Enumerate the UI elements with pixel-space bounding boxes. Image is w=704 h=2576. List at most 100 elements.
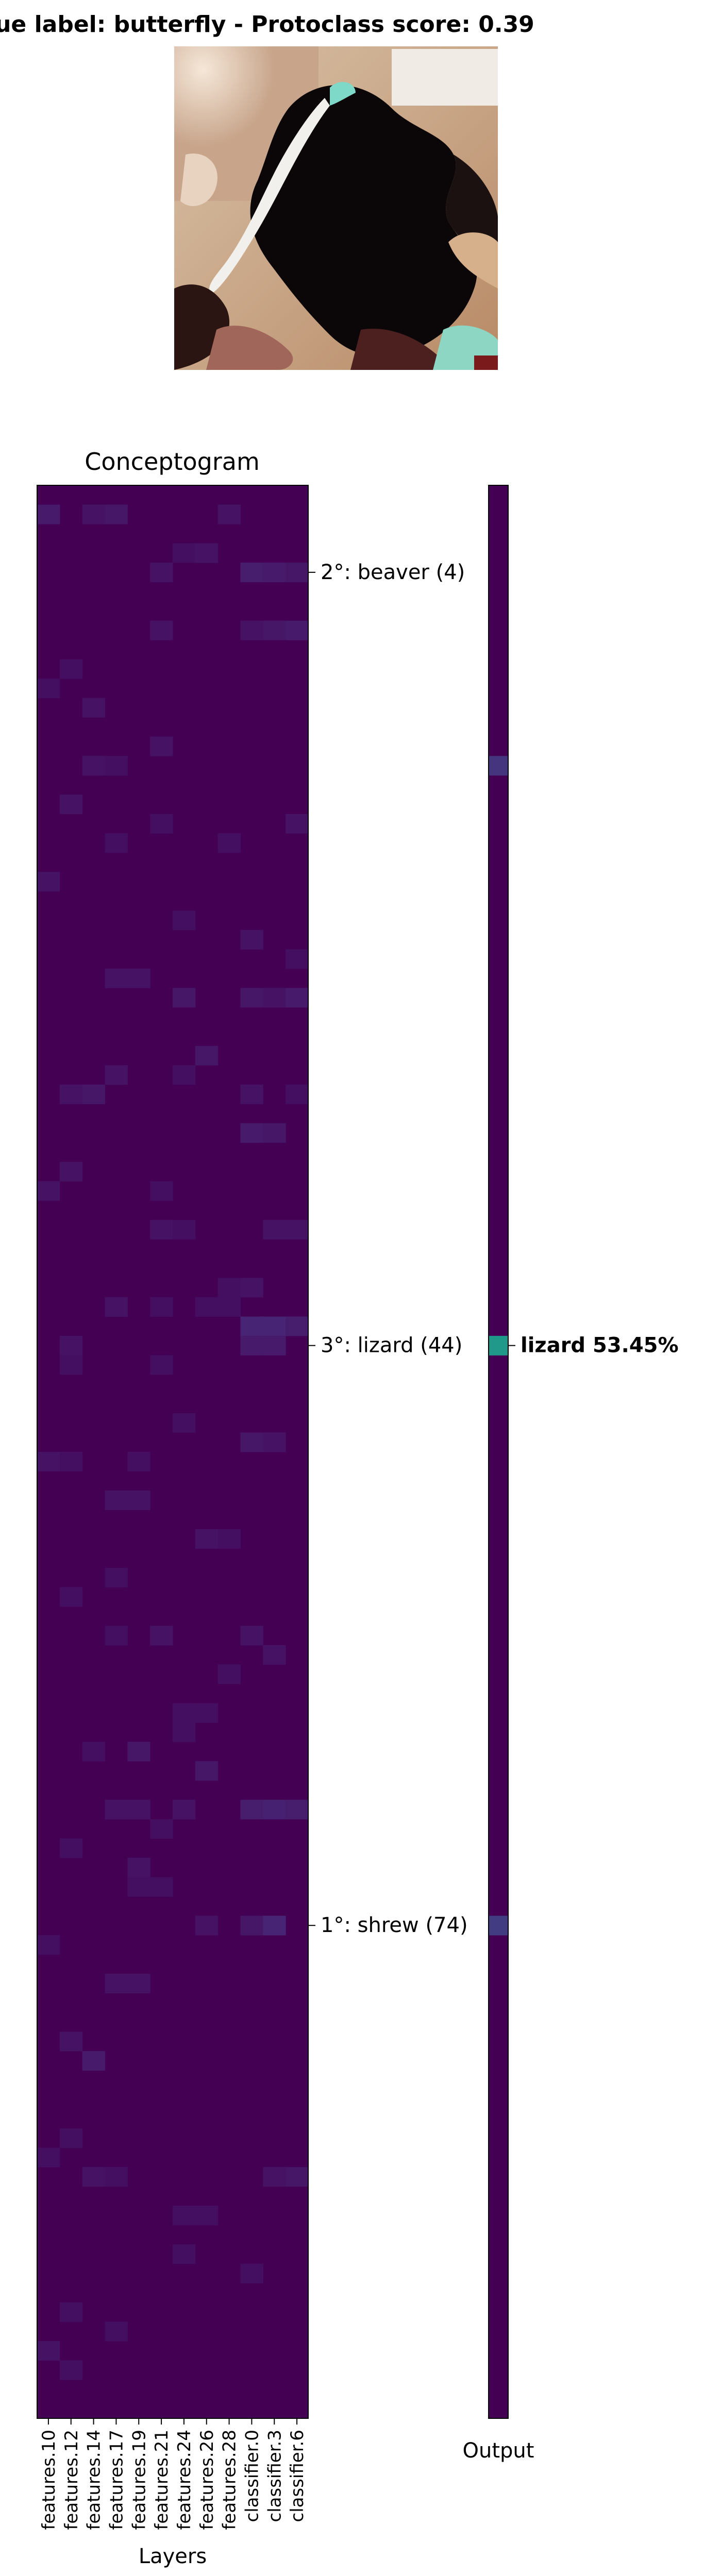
- heatmap-cell: [286, 620, 309, 640]
- heatmap-cell: [127, 1877, 150, 1897]
- heatmap-cell: [150, 563, 173, 583]
- heatmap-cell: [240, 1316, 263, 1336]
- x-tick-label: features.19: [129, 2430, 149, 2530]
- heatmap-cell: [263, 1800, 286, 1820]
- layer-tick-labels: features.10 features.12 features.14 feature…: [39, 2418, 308, 2530]
- heatmap-cell: [240, 2263, 263, 2283]
- x-tick-label: features.21: [152, 2430, 172, 2530]
- heatmap-cell: [105, 1625, 128, 1646]
- heatmap-cell: [217, 1278, 241, 1298]
- heatmap-cell: [173, 2244, 196, 2264]
- heatmap-cell: [286, 563, 309, 583]
- heatmap-cell: [150, 1219, 173, 1240]
- heatmap-cell: [59, 1084, 83, 1105]
- heatmap-cell: [59, 1587, 83, 1607]
- output-background: [489, 485, 508, 2418]
- heatmap-cell: [240, 1335, 263, 1355]
- heatmap-cell: [37, 679, 60, 699]
- output-cell: [489, 1335, 508, 1355]
- input-image-butterfly: [174, 46, 498, 370]
- heatmap-cell: [263, 1219, 286, 1240]
- heatmap-cell: [105, 1568, 128, 1588]
- x-tick-label: classifier.0: [242, 2430, 262, 2522]
- heatmap-cell: [240, 1800, 263, 1820]
- figure-title: True label: butterfly - Protoclass score…: [0, 11, 534, 38]
- heatmap-cell: [195, 2206, 219, 2226]
- heatmap-cell: [173, 910, 196, 930]
- heatmap-cell: [105, 504, 128, 524]
- heatmap-cell: [105, 1490, 128, 1511]
- x-tick-label: features.12: [61, 2430, 82, 2530]
- heatmap-cell: [37, 504, 60, 524]
- annotation-label: 1°: shrew (74): [321, 1913, 468, 1937]
- heatmap-cell: [105, 2321, 128, 2342]
- x-tick-label: classifier.6: [287, 2430, 308, 2522]
- heatmap-cell: [37, 1935, 60, 1955]
- heatmap-cell: [217, 833, 241, 853]
- heatmap-cell: [82, 1084, 105, 1105]
- heatmap-cell: [286, 1316, 309, 1336]
- heatmap-cell: [240, 1278, 263, 1298]
- heatmap-cell: [150, 736, 173, 756]
- x-tick-label: features.28: [220, 2430, 240, 2530]
- conceptogram-frame: [37, 485, 309, 2419]
- heatmap-cell: [127, 969, 150, 989]
- heatmap-cell: [217, 1297, 241, 1317]
- heatmap-cell: [173, 988, 196, 1008]
- heatmap-cell: [150, 1877, 173, 1897]
- heatmap-cell: [195, 1529, 219, 1549]
- conceptogram-heatmap: [37, 485, 309, 2418]
- heatmap-cell: [150, 1625, 173, 1646]
- heatmap-cell: [263, 988, 286, 1008]
- heatmap-cell: [82, 2051, 105, 2071]
- heatmap-cell: [37, 2341, 60, 2361]
- heatmap-cell: [240, 1625, 263, 1646]
- x-tick-label: classifier.3: [264, 2430, 285, 2522]
- heatmap-cell: [263, 1432, 286, 1452]
- heatmap-cell: [240, 988, 263, 1008]
- heatmap-cell: [240, 620, 263, 640]
- heatmap-cell: [59, 1838, 83, 1858]
- heatmap-cell: [150, 1355, 173, 1375]
- heatmap-cell: [37, 2147, 60, 2167]
- output-axis-label: Output: [463, 2439, 534, 2463]
- heatmap-cell: [286, 949, 309, 969]
- heatmap-cell: [59, 1355, 83, 1375]
- heatmap-cell: [59, 2128, 83, 2148]
- heatmap-cell: [195, 1046, 219, 1066]
- heatmap-cell: [195, 1916, 219, 1936]
- heatmap-cell: [82, 504, 105, 524]
- output-cell: [489, 756, 508, 776]
- heatmap-cell: [263, 1123, 286, 1143]
- heatmap-cell: [240, 1916, 263, 1936]
- heatmap-cell: [263, 563, 286, 583]
- heatmap-cell: [59, 2302, 83, 2322]
- heatmap-cell: [263, 1335, 286, 1355]
- heatmap-cell: [173, 543, 196, 563]
- layers-axis-label: Layers: [139, 2545, 207, 2568]
- heatmap-cell: [195, 1761, 219, 1781]
- output-cell: [489, 1916, 508, 1936]
- heatmap-cell: [240, 1432, 263, 1452]
- heatmap-cell: [173, 1703, 196, 1723]
- heatmap-cell: [59, 2031, 83, 2052]
- heatmap-cell: [37, 1452, 60, 1472]
- x-tick-label: features.14: [84, 2430, 105, 2530]
- heatmap-cell: [195, 543, 219, 563]
- heatmap-cell: [173, 1065, 196, 1085]
- conceptogram-title: Conceptogram: [85, 448, 260, 476]
- heatmap-cell: [240, 1084, 263, 1105]
- heatmap-cell: [286, 1219, 309, 1240]
- heatmap-cell: [127, 1800, 150, 1820]
- heatmap-cell: [127, 1974, 150, 1994]
- heatmap-cell: [59, 1335, 83, 1355]
- x-tick-label: features.17: [106, 2430, 127, 2530]
- heatmap-cell: [59, 2360, 83, 2380]
- x-tick-label: features.24: [174, 2430, 195, 2530]
- heatmap-cell: [217, 1529, 241, 1549]
- x-tick-label: features.10: [39, 2430, 59, 2530]
- heatmap-cell: [195, 1703, 219, 1723]
- heatmap-cell: [105, 1974, 128, 1994]
- heatmap-cell: [173, 1219, 196, 1240]
- heatmap-cell: [240, 1123, 263, 1143]
